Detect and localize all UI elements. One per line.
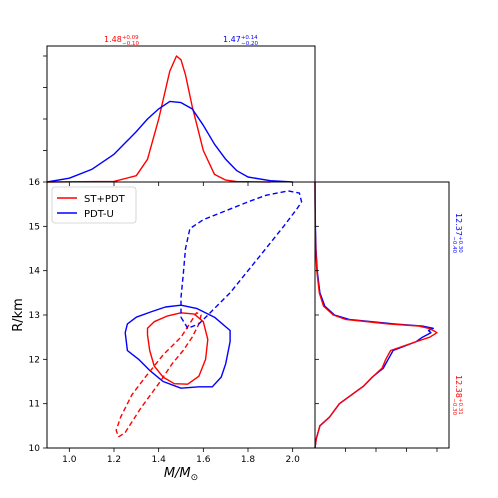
y-tick-label: 16 [29,178,41,188]
top-marginal-panel: 1.48+0.09 −0.10 1.47+0.14 −0.20 [43,35,316,186]
right-marginal-panel: 12.37+0.30−0.40 12.38+0.31−0.30 [314,181,463,452]
y-tick-label: 11 [29,400,40,410]
contour-pdt-u-solid [124,304,231,389]
radius-estimate-red: 12.38+0.31−0.30 [451,375,463,416]
legend-label-st-pdt: ST+PDT [84,194,126,205]
y-tick-label: 14 [29,267,41,277]
radius-estimate-blue: 12.37+0.30−0.40 [451,213,463,254]
y-tick-label: 12 [29,355,40,365]
mass-estimate-red: 1.48+0.09 −0.10 [104,35,140,47]
legend-label-pdt-u: PDT-U [84,209,114,220]
legend: ST+PDT PDT-U [51,186,137,224]
x-tick-label: 1.6 [196,455,211,465]
y-axis-label: R/km [11,298,26,332]
x-tick-label: 1.0 [62,455,77,465]
y-tick-label: 13 [29,311,40,321]
x-tick-label: 1.8 [241,455,256,465]
y-tick-label: 10 [29,444,41,454]
mass-density-pdt-u [46,100,293,183]
x-tick-label: 1.4 [152,455,167,465]
joint-panel: 1.0 1.2 1.4 1.6 1.8 2.0 10 11 12 13 14 15 16 M/M⊙ R/… [11,178,316,483]
contour-st-pdt-solid [146,312,209,385]
x-tick-label: 1.2 [107,455,121,465]
radius-density-st-pdt [314,181,438,449]
contour-st-pdt-dashed [115,312,202,438]
y-tick-label: 15 [29,222,40,232]
x-tick-label: 2.0 [286,455,301,465]
legend-box [51,186,137,224]
contour-pdt-u-dashed [180,190,303,329]
x-axis-label: M/M⊙ [164,466,198,483]
mass-estimate-blue: 1.47+0.14 −0.20 [223,35,259,47]
mass-density-st-pdt [46,55,271,183]
top-marginal-frame [46,45,316,183]
